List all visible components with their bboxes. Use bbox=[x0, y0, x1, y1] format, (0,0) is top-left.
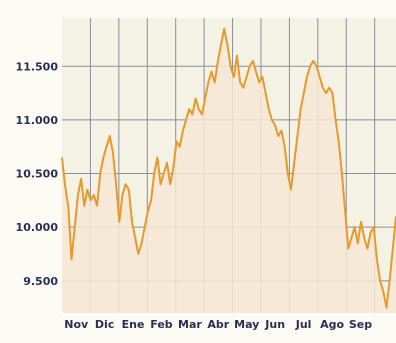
x-tick-label-jul: Jul bbox=[295, 318, 312, 331]
x-tick-label-may: May bbox=[234, 318, 259, 331]
x-tick-label-feb: Feb bbox=[150, 318, 173, 331]
y-tick-label: 11.000 bbox=[16, 114, 59, 127]
y-tick-label: 9.500 bbox=[23, 275, 58, 288]
y-tick-label: 11.500 bbox=[16, 60, 59, 73]
x-tick-label-nov: Nov bbox=[64, 318, 89, 331]
x-tick-label-mar: Mar bbox=[178, 318, 202, 331]
x-axis-ticks: Nov Dic Ene Feb Mar Abr May Jun Jul Ago Sep bbox=[64, 318, 372, 331]
series-line bbox=[61, 27, 396, 309]
series-area bbox=[62, 28, 396, 313]
x-tick-label-dic: Dic bbox=[95, 318, 114, 331]
y-tick-label: 10.500 bbox=[16, 168, 59, 181]
x-tick-label-sep: Sep bbox=[349, 318, 372, 331]
x-tick-label-abr: Abr bbox=[207, 318, 229, 331]
y-tick-label: 10.000 bbox=[16, 221, 59, 234]
x-tick-label-jun: Jun bbox=[264, 318, 285, 331]
y-axis-ticks: 9.500 10.000 10.500 11.000 11.500 bbox=[16, 60, 59, 288]
x-tick-label-ene: Ene bbox=[122, 318, 145, 331]
x-tick-label-ago: Ago bbox=[320, 318, 344, 331]
